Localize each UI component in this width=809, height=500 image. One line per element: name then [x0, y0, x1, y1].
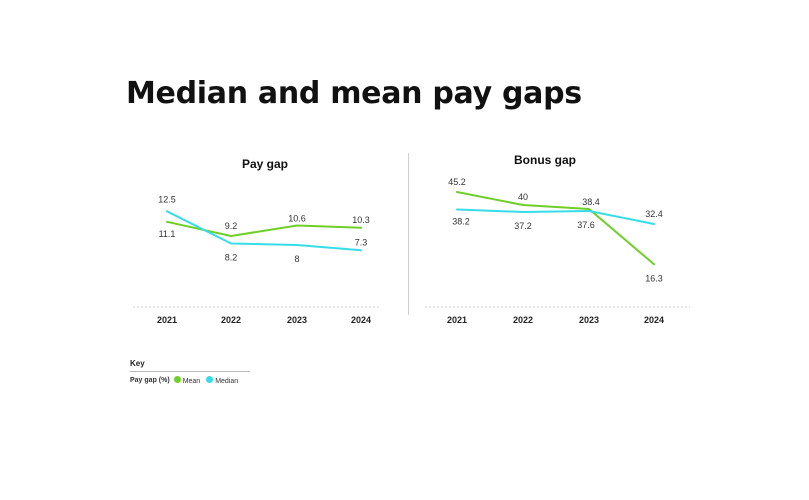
- key-entry-mean: Mean: [173, 376, 201, 385]
- x-tick-label: 2023: [579, 315, 599, 325]
- data-label-mean: 45.2: [448, 177, 466, 187]
- series-line-mean: [456, 191, 655, 266]
- key-entry-mean-label: Mean: [182, 378, 201, 385]
- key-row: Pay gap (%) Mean Median: [130, 376, 250, 385]
- data-label-mean: 11.1: [159, 229, 176, 239]
- key-entry-median: Median: [206, 376, 238, 385]
- chart-divider: [408, 153, 409, 315]
- x-tick-label: 2024: [644, 315, 664, 325]
- series-line-mean: [166, 220, 362, 237]
- page-title: Median and mean pay gaps: [126, 76, 582, 111]
- data-label-mean: 10.6: [288, 214, 306, 224]
- data-label-median: 37.2: [514, 221, 532, 231]
- key-title: Key: [130, 359, 250, 372]
- data-label-median: 8: [294, 254, 299, 264]
- data-label-median: 8.2: [225, 253, 238, 263]
- x-tick-label: 2021: [157, 315, 177, 325]
- x-tick-label: 2022: [513, 315, 533, 325]
- data-label-median: 38.2: [452, 217, 470, 227]
- series-line-median: [456, 208, 655, 225]
- data-label-median: 12.5: [158, 194, 176, 204]
- data-label-mean: 16.3: [645, 273, 663, 283]
- data-label-median: 37.6: [577, 220, 595, 230]
- data-label-mean: 10.3: [352, 215, 370, 225]
- data-label-mean: 40: [518, 192, 528, 202]
- chart-title: Bonus gap: [514, 153, 576, 167]
- mean-swatch: [173, 376, 181, 383]
- x-tick-label: 2023: [287, 315, 307, 325]
- data-label-mean: 38.4: [582, 197, 600, 207]
- data-label-median: 32.4: [645, 209, 663, 219]
- x-tick-label: 2022: [221, 315, 241, 325]
- chart-key: Key Pay gap (%) Mean Median: [130, 359, 250, 385]
- x-tick-label: 2024: [351, 315, 371, 325]
- chart-title: Pay gap: [242, 157, 288, 171]
- series-line-median: [166, 210, 362, 252]
- median-swatch: [206, 376, 214, 383]
- key-label: Pay gap (%): [130, 377, 170, 384]
- data-label-mean: 9.2: [225, 221, 238, 231]
- data-label-median: 7.3: [355, 237, 368, 247]
- key-entry-median-label: Median: [215, 378, 239, 385]
- x-tick-label: 2021: [447, 315, 467, 325]
